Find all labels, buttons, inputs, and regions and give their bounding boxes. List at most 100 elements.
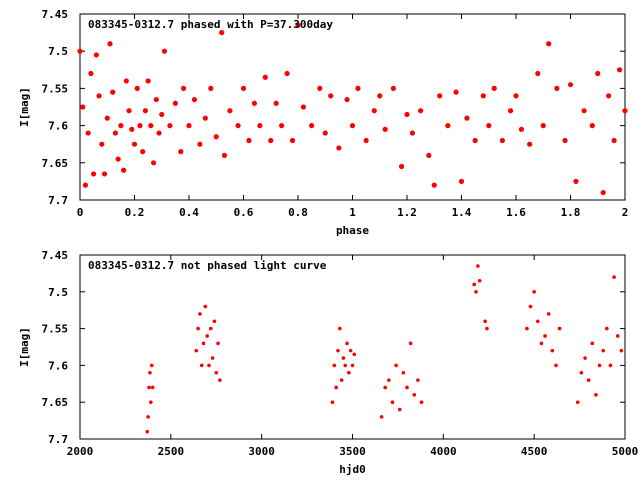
data-point: [257, 123, 263, 129]
data-point: [167, 123, 173, 129]
data-point: [322, 130, 328, 136]
data-point: [474, 290, 478, 294]
x-tick-label: 4500: [521, 445, 548, 458]
data-point: [145, 78, 151, 84]
data-point: [172, 100, 178, 106]
data-point: [336, 348, 340, 353]
data-point: [387, 378, 391, 382]
chart-title: 083345-0312.7 phased with P=37.300day: [88, 18, 333, 31]
data-point: [525, 326, 529, 331]
data-point: [535, 70, 541, 77]
data-point: [207, 363, 211, 368]
data-point: [142, 108, 148, 114]
data-point: [480, 93, 486, 99]
data-point: [536, 319, 540, 324]
data-point: [611, 137, 617, 144]
y-tick-label: 7.45: [42, 8, 69, 21]
x-tick-label: 1.2: [397, 206, 417, 219]
data-point: [334, 385, 338, 390]
data-point: [615, 334, 620, 338]
data-point: [546, 41, 552, 47]
data-point: [377, 93, 383, 99]
data-point: [221, 152, 228, 158]
data-point: [218, 378, 222, 382]
y-tick-label: 7.5: [48, 45, 68, 58]
data-point: [472, 282, 477, 287]
data-point: [350, 363, 355, 368]
x-tick-label: 2500: [158, 445, 185, 458]
data-point: [77, 48, 83, 54]
x-tick-label: 1.8: [561, 206, 581, 219]
data-point: [379, 415, 384, 419]
data-point: [99, 141, 105, 147]
data-point: [597, 363, 602, 368]
data-point: [101, 171, 108, 177]
data-point: [355, 85, 361, 91]
data-point: [246, 137, 252, 144]
data-point: [499, 137, 505, 144]
data-point: [416, 378, 420, 382]
x-tick-label: 5000: [612, 445, 639, 458]
x-tick-label: 2: [622, 206, 629, 219]
data-point: [539, 341, 544, 346]
data-point: [149, 363, 154, 368]
x-tick-label: 0: [77, 206, 84, 219]
data-point: [107, 41, 113, 47]
data-point: [137, 123, 143, 129]
data-point: [477, 278, 482, 283]
data-point: [208, 85, 214, 91]
data-point: [394, 363, 398, 368]
data-point: [205, 334, 209, 338]
data-point: [583, 356, 587, 360]
data-point: [554, 85, 560, 91]
data-point: [589, 123, 595, 129]
data-point: [219, 29, 225, 36]
data-point: [491, 85, 497, 91]
data-point: [605, 326, 609, 331]
data-point: [153, 96, 159, 103]
y-tick-label: 7.65: [42, 396, 69, 409]
x-tick-label: 1.4: [452, 206, 472, 219]
data-point: [80, 104, 86, 110]
data-point: [383, 385, 388, 390]
y-tick-label: 7.6: [48, 359, 68, 372]
data-point: [390, 400, 395, 405]
x-tick-label: 1: [349, 206, 356, 219]
data-point: [590, 341, 595, 346]
data-point: [148, 123, 154, 129]
data-point: [345, 341, 349, 346]
data-point: [201, 341, 206, 346]
data-point: [404, 111, 410, 118]
data-point: [85, 130, 91, 136]
y-tick-label: 7.7: [48, 433, 68, 446]
data-point: [409, 130, 416, 136]
data-point: [156, 130, 162, 136]
data-point: [199, 363, 204, 368]
data-point: [401, 370, 406, 375]
data-point: [112, 130, 119, 136]
data-point: [284, 70, 290, 77]
data-point: [390, 85, 396, 91]
data-point: [405, 385, 409, 390]
data-point: [194, 348, 199, 353]
data-point: [594, 393, 598, 397]
data-point: [619, 348, 624, 353]
data-point: [147, 385, 151, 390]
data-point: [464, 115, 470, 121]
data-point: [445, 123, 451, 129]
data-point: [348, 348, 353, 353]
y-tick-label: 7.6: [48, 120, 68, 133]
data-point: [131, 141, 138, 147]
x-axis-label: hjd0: [339, 463, 366, 476]
data-point: [197, 141, 203, 147]
data-point: [149, 400, 153, 405]
data-point: [382, 126, 388, 132]
data-point: [332, 363, 337, 368]
data-point: [289, 137, 296, 144]
data-point: [616, 67, 623, 73]
data-point: [426, 152, 432, 158]
data-point: [212, 319, 217, 324]
data-point: [579, 370, 584, 375]
data-point: [121, 167, 127, 173]
